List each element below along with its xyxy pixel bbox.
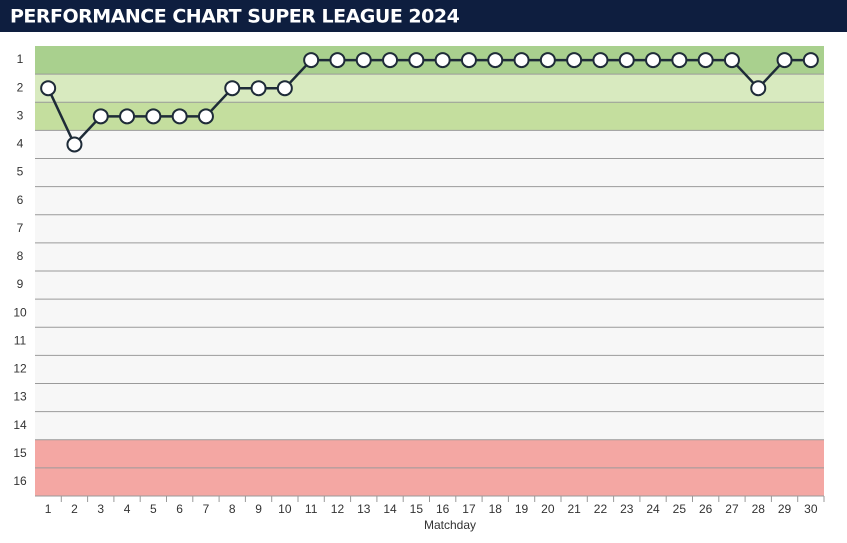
x-tick-label: 3 [97,502,104,516]
x-tick-label: 14 [383,502,397,516]
point [197,108,214,125]
point [40,80,57,97]
x-tick-label: 25 [673,502,687,516]
x-tick-label: 7 [203,502,210,516]
x-tick-label: 11 [305,502,318,516]
y-tick-label: 6 [17,193,24,207]
y-tick-label: 11 [14,333,27,347]
point [750,80,767,97]
y-tick-label: 10 [13,305,27,319]
y-tick-label: 4 [17,137,24,151]
point [224,80,241,97]
x-tick-label: 5 [150,502,157,516]
x-tick-label: 9 [255,502,262,516]
point [66,136,83,153]
chart-title: PERFORMANCE CHART SUPER LEAGUE 2024 [10,6,460,28]
x-tick-label: 6 [176,502,183,516]
y-tick-label: 12 [13,362,27,376]
y-tick-label: 5 [17,165,24,179]
point [460,52,477,69]
point [697,52,714,69]
point [355,52,372,69]
x-tick-label: 12 [331,502,345,516]
y-tick-label: 9 [17,277,24,291]
x-tick-label: 8 [229,502,236,516]
point [276,80,293,97]
x-tick-label: 10 [278,502,292,516]
point [592,52,609,69]
x-tick-label: 2 [71,502,78,516]
x-tick-label: 4 [124,502,131,516]
zone-band [35,74,824,103]
x-tick-label: 22 [594,502,608,516]
x-tick-label: 28 [752,502,766,516]
point [382,52,399,69]
x-tick-label: 18 [489,502,503,516]
x-axis-label: Matchday [424,518,476,532]
y-tick-label: 2 [17,80,24,94]
point [119,108,136,125]
point [618,52,635,69]
x-tick-label: 20 [541,502,555,516]
point [329,52,346,69]
point [303,52,320,69]
point [250,80,267,97]
y-tick-label: 16 [13,474,27,488]
point [145,108,162,125]
x-tick-label: 27 [725,502,739,516]
point [802,52,819,69]
x-tick-label: 23 [620,502,634,516]
y-tick-label: 14 [13,418,27,432]
y-tick-label: 13 [13,390,27,404]
title-bar [0,0,847,32]
x-tick-label: 30 [804,502,818,516]
x-tick-label: 13 [357,502,371,516]
point [171,108,188,125]
point [487,52,504,69]
x-tick-label: 21 [567,502,581,516]
x-tick-label: 26 [699,502,713,516]
x-tick-label: 17 [462,502,476,516]
point [671,52,688,69]
point [645,52,662,69]
y-tick-label: 8 [17,249,24,263]
point [92,108,109,125]
point [776,52,793,69]
x-tick-label: 16 [436,502,450,516]
point [408,52,425,69]
y-tick-label: 1 [17,52,24,66]
x-tick-label: 19 [515,502,529,516]
x-tick-label: 15 [410,502,424,516]
point [723,52,740,69]
point [513,52,530,69]
y-tick-label: 3 [17,108,24,122]
y-tick-label: 15 [13,446,27,460]
point [539,52,556,69]
y-tick-label: 7 [17,221,24,235]
point [434,52,451,69]
x-tick-label: 29 [778,502,792,516]
point [566,52,583,69]
x-tick-label: 24 [646,502,660,516]
x-tick-label: 1 [45,502,52,516]
